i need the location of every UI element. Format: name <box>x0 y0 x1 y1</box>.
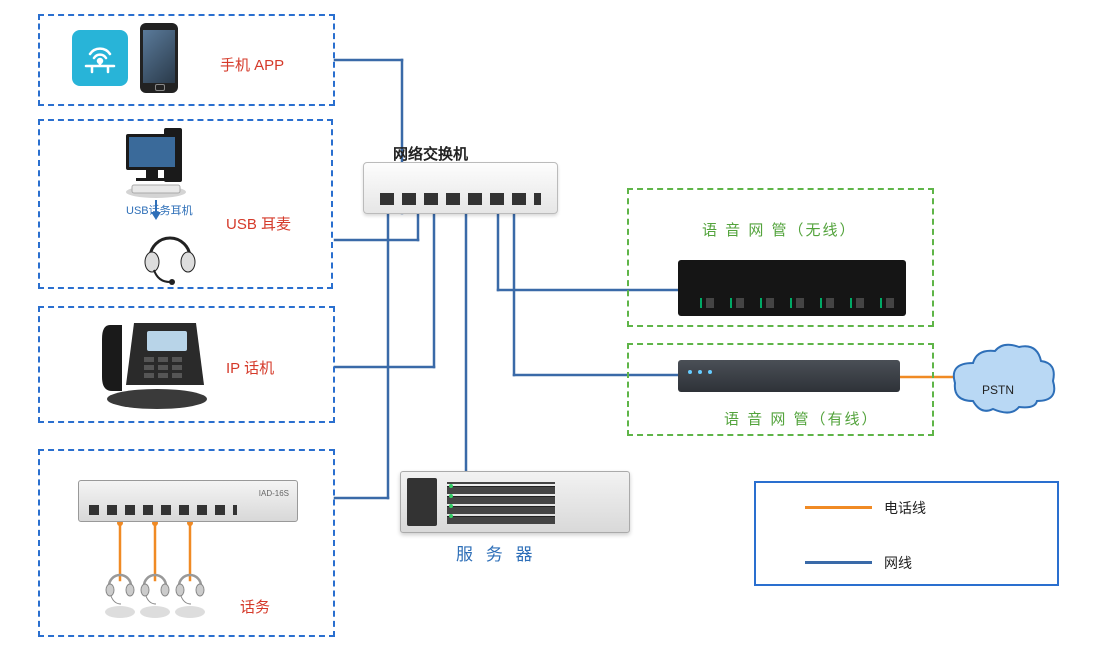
label-voice_wired: 语 音 网 管（有线） <box>724 408 879 429</box>
voip-appliance-icon: IAD-16S <box>78 480 298 522</box>
agent-handset-2-icon <box>138 578 172 620</box>
label-pstn: PSTN <box>982 383 1014 397</box>
label-server: 服 务 器 <box>456 540 536 565</box>
voice-gateway-wired-icon <box>678 360 900 392</box>
ip-phone-icon <box>92 313 212 415</box>
agent-handset-3-icon <box>173 578 207 620</box>
legend-phone-line <box>805 506 872 509</box>
voice-gateway-wireless-icon <box>678 260 906 316</box>
label-voice_wireless: 语 音 网 管（无线） <box>702 219 857 240</box>
label-agent: 话务 <box>240 596 270 617</box>
label-usb_sub: USB话务耳机 <box>126 202 193 218</box>
label-usb_headset: USB 耳麦 <box>226 213 291 234</box>
usb-headset-icon <box>140 228 200 286</box>
router-app-icon <box>72 30 128 86</box>
label-ip_phone: IP 话机 <box>226 357 274 378</box>
smartphone-icon <box>140 23 178 93</box>
label-legend_net: 网线 <box>884 553 912 573</box>
legend-net-line <box>805 561 872 564</box>
label-switch: 网络交换机 <box>393 143 468 164</box>
network-switch-icon <box>363 162 558 214</box>
label-mobile_app: 手机 APP <box>220 54 284 75</box>
server-icon <box>400 471 630 533</box>
agent-handset-1-icon <box>103 578 137 620</box>
label-legend_phone: 电话线 <box>884 498 926 518</box>
pc-icon <box>126 126 221 204</box>
